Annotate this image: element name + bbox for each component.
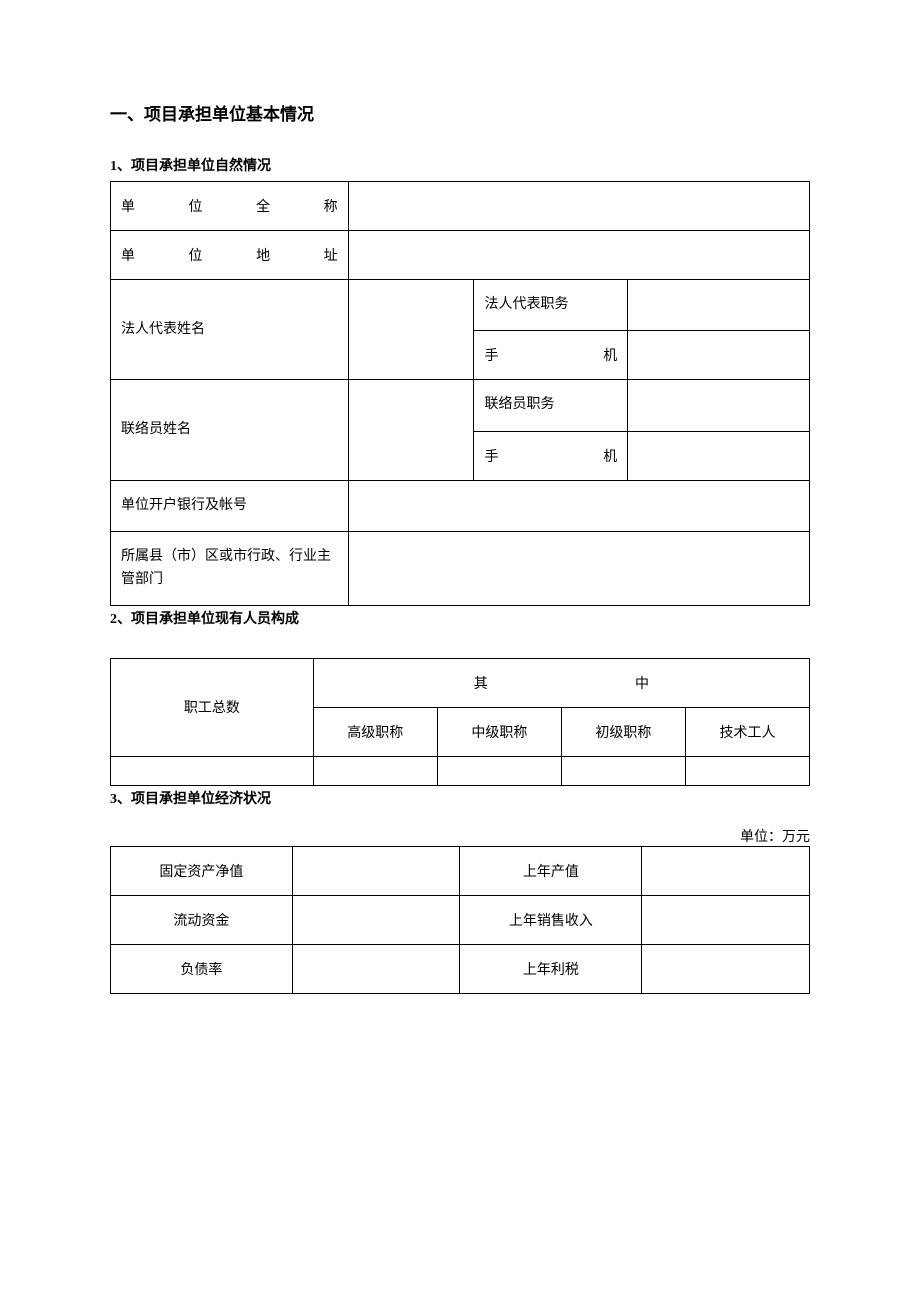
contact-title-value [628, 380, 810, 431]
table-row: 固定资产净值 上年产值 [111, 846, 810, 895]
legal-rep-title-value [628, 280, 810, 331]
among-which-label: 其 中 [313, 658, 809, 707]
mid-title-label: 中级职称 [437, 707, 561, 756]
legal-rep-title-label: 法人代表职务 [474, 280, 628, 331]
table-row: 单位开户银行及帐号 [111, 480, 810, 531]
t3-r2-label-b: 上年利税 [460, 944, 642, 993]
table-row: 负债率 上年利税 [111, 944, 810, 993]
unit-full-name-label: 单 位 全 称 [111, 182, 349, 231]
contact-phone-label: 手 机 [474, 431, 628, 480]
unit-address-label: 单 位 地 址 [111, 231, 349, 280]
t3-r1-value-a [292, 895, 460, 944]
authority-value [348, 532, 809, 606]
bank-account-label: 单位开户银行及帐号 [111, 480, 349, 531]
unit-full-name-value [348, 182, 809, 231]
contact-name-value [348, 380, 474, 480]
t3-r0-value-a [292, 846, 460, 895]
contact-title-label: 联络员职务 [474, 380, 628, 431]
table-row: 所属县（市）区或市行政、行业主管部门 [111, 532, 810, 606]
table3-heading: 3、项目承担单位经济状况 [110, 788, 810, 808]
bank-account-value [348, 480, 809, 531]
tech-worker-label: 技术工人 [685, 707, 809, 756]
legal-rep-phone-value [628, 331, 810, 380]
table2-heading: 2、项目承担单位现有人员构成 [110, 608, 810, 628]
contact-name-label: 联络员姓名 [111, 380, 349, 480]
tech-worker-value [685, 756, 809, 785]
section-title: 一、项目承担单位基本情况 [110, 100, 810, 125]
unit-address-value [348, 231, 809, 280]
t3-r0-label-a: 固定资产净值 [111, 846, 293, 895]
total-staff-value [111, 756, 314, 785]
junior-title-label: 初级职称 [561, 707, 685, 756]
junior-title-value [561, 756, 685, 785]
table1: 单 位 全 称 单 位 地 址 法人代表姓名 法人代表职务 手 机 联络员姓名 … [110, 181, 810, 606]
t3-r2-value-a [292, 944, 460, 993]
t3-r2-label-a: 负债率 [111, 944, 293, 993]
table2: 职工总数 其 中 高级职称 中级职称 初级职称 技术工人 [110, 658, 810, 786]
table-row: 单 位 全 称 [111, 182, 810, 231]
senior-title-label: 高级职称 [313, 707, 437, 756]
unit-note: 单位：万元 [110, 826, 810, 846]
legal-rep-name-value [348, 280, 474, 380]
t3-r1-label-a: 流动资金 [111, 895, 293, 944]
table-row: 联络员姓名 联络员职务 [111, 380, 810, 431]
authority-label: 所属县（市）区或市行政、行业主管部门 [111, 532, 349, 606]
t3-r0-value-b [642, 846, 810, 895]
table-row: 流动资金 上年销售收入 [111, 895, 810, 944]
t3-r1-label-b: 上年销售收入 [460, 895, 642, 944]
t3-r2-value-b [642, 944, 810, 993]
mid-title-value [437, 756, 561, 785]
table-row: 职工总数 其 中 [111, 658, 810, 707]
legal-rep-name-label: 法人代表姓名 [111, 280, 349, 380]
total-staff-label: 职工总数 [111, 658, 314, 756]
table-row: 法人代表姓名 法人代表职务 [111, 280, 810, 331]
t3-r0-label-b: 上年产值 [460, 846, 642, 895]
legal-rep-phone-label: 手 机 [474, 331, 628, 380]
table-row [111, 756, 810, 785]
t3-r1-value-b [642, 895, 810, 944]
senior-title-value [313, 756, 437, 785]
table3: 固定资产净值 上年产值 流动资金 上年销售收入 负债率 上年利税 [110, 846, 810, 994]
table-row: 单 位 地 址 [111, 231, 810, 280]
table1-heading: 1、项目承担单位自然情况 [110, 155, 810, 175]
contact-phone-value [628, 431, 810, 480]
